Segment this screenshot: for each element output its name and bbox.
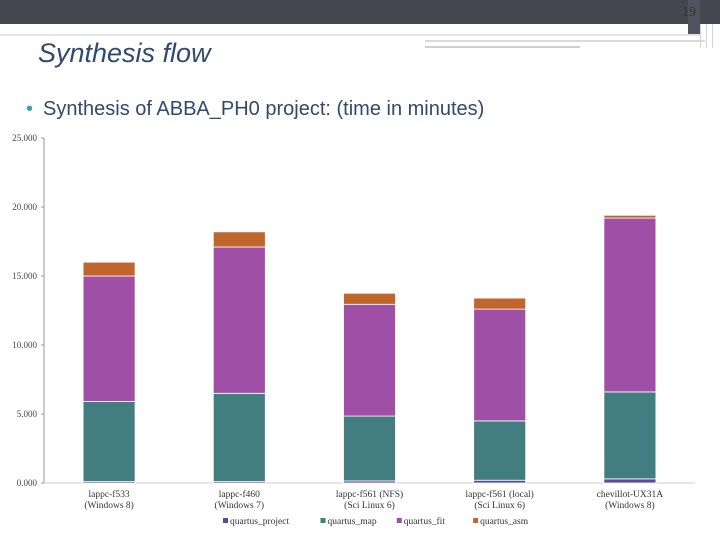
slide-vrule-2 bbox=[706, 24, 707, 48]
bullet-text: Synthesis of ABBA_PH0 project: (time in … bbox=[43, 98, 485, 120]
x-category-label: lappc-f561 (local) bbox=[466, 489, 534, 500]
slide-title: Synthesis flow bbox=[38, 38, 211, 68]
bar-segment-quartus-asm bbox=[212, 231, 266, 248]
legend-label-quartus-asm: quartus_asm bbox=[480, 517, 529, 527]
x-category-label: lappc-f561 (NFS) bbox=[336, 489, 403, 500]
bar-segment-quartus-fit bbox=[473, 308, 527, 422]
x-category-label: lappc-f460 bbox=[219, 489, 260, 500]
x-category-label: chevillot-UX31A bbox=[597, 490, 664, 500]
y-tick-label: 0.000 bbox=[17, 478, 38, 488]
x-category-label: (Windows 8) bbox=[605, 500, 655, 511]
bar-segment-quartus-map bbox=[82, 401, 136, 483]
bullet-item: • Synthesis of ABBA_PH0 project: (time in… bbox=[26, 98, 484, 121]
slide-rule-right bbox=[425, 40, 705, 42]
bar-segment-quartus-fit bbox=[343, 303, 396, 417]
bar-segment-quartus-map bbox=[473, 420, 527, 481]
legend-swatch-quartus-fit bbox=[396, 518, 402, 523]
bar-segment-quartus-project bbox=[473, 479, 527, 484]
slide-vrule-1 bbox=[700, 24, 701, 48]
legend-swatch-quartus-project bbox=[223, 518, 228, 523]
slide-top-bar-accent bbox=[688, 0, 700, 36]
bar-segment-quartus-project bbox=[603, 478, 657, 484]
x-category-label: (Windows 7) bbox=[215, 500, 265, 511]
y-tick-label: 15.000 bbox=[12, 271, 37, 281]
x-category-label: (Sci Linux 6) bbox=[344, 500, 395, 511]
slide-rule-short bbox=[425, 46, 580, 48]
legend-label-quartus-project: quartus_project bbox=[230, 517, 289, 527]
slide-rule-top bbox=[0, 34, 700, 36]
y-tick-label: 5.000 bbox=[17, 409, 38, 419]
x-category-label: (Sci Linux 6) bbox=[474, 500, 525, 511]
slide-vrule-3 bbox=[712, 24, 713, 48]
bullet-dot-icon: • bbox=[26, 98, 34, 120]
x-category-label: (Windows 8) bbox=[84, 500, 134, 511]
slide-top-bar bbox=[0, 0, 720, 24]
legend-swatch-quartus-map bbox=[320, 518, 326, 523]
slide-number: 19 bbox=[682, 5, 696, 20]
y-tick-label: 20.000 bbox=[12, 202, 37, 212]
bar-segment-quartus-asm bbox=[82, 261, 136, 277]
legend-swatch-quartus-asm bbox=[473, 518, 479, 523]
bar-segment-quartus-asm bbox=[603, 214, 657, 219]
bar-segment-quartus-asm bbox=[343, 292, 396, 305]
bar-segment-quartus-fit bbox=[603, 217, 657, 393]
legend-label-quartus-map: quartus_map bbox=[328, 517, 377, 527]
bar-segment-quartus-map bbox=[343, 415, 396, 482]
bar-segment-quartus-map bbox=[212, 392, 266, 483]
y-tick-label: 10.000 bbox=[12, 340, 37, 350]
bar-segment-quartus-map bbox=[603, 391, 657, 480]
x-category-label: lappc-f533 bbox=[89, 489, 130, 500]
bar-segment-quartus-fit bbox=[82, 275, 136, 402]
bar-segment-quartus-asm bbox=[473, 297, 527, 310]
legend-label-quartus-fit: quartus_fit bbox=[404, 516, 446, 527]
bar-segment-quartus-fit bbox=[212, 246, 266, 394]
y-tick-label: 25.000 bbox=[12, 133, 37, 143]
